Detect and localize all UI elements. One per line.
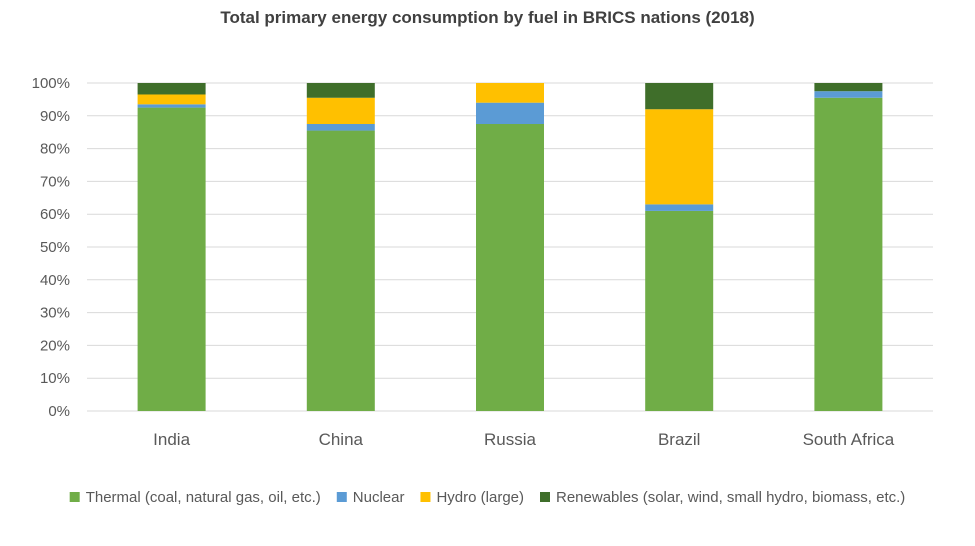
x-tick-label: Russia bbox=[484, 430, 537, 449]
y-tick-label: 10% bbox=[40, 370, 70, 387]
bar-segment bbox=[476, 83, 544, 103]
bar-segment bbox=[306, 83, 375, 98]
legend-swatch bbox=[336, 492, 347, 502]
bar-segment bbox=[645, 83, 714, 110]
bar-segment bbox=[306, 124, 375, 131]
legend-swatch bbox=[420, 492, 431, 502]
legend-label: Renewables (solar, wind, small hydro, bi… bbox=[556, 489, 905, 506]
bar-segment bbox=[814, 83, 883, 92]
legend-swatch bbox=[540, 492, 550, 502]
y-tick-label: 50% bbox=[40, 239, 70, 256]
bar-segment bbox=[645, 204, 714, 211]
x-tick-label: Brazil bbox=[658, 430, 701, 449]
bar-segment bbox=[814, 97, 883, 411]
x-tick-label: China bbox=[319, 430, 364, 449]
y-tick-label: 0% bbox=[48, 403, 70, 420]
bar-segment bbox=[306, 97, 375, 124]
y-tick-label: 60% bbox=[40, 206, 70, 223]
y-tick-label: 40% bbox=[40, 272, 70, 289]
legend-label: Hydro (large) bbox=[436, 489, 524, 506]
y-tick-label: 80% bbox=[40, 141, 70, 158]
chart-title: Total primary energy consumption by fuel… bbox=[220, 8, 755, 27]
legend-label: Thermal (coal, natural gas, oil, etc.) bbox=[86, 489, 321, 506]
y-tick-label: 20% bbox=[40, 337, 70, 354]
bar-segment bbox=[814, 91, 883, 98]
bar-segment bbox=[645, 109, 714, 205]
bar-segment bbox=[476, 102, 544, 124]
y-tick-label: 30% bbox=[40, 305, 70, 322]
y-tick-label: 70% bbox=[40, 173, 70, 190]
bar-segment bbox=[137, 107, 206, 411]
bar-segment bbox=[137, 83, 206, 95]
legend-label: Nuclear bbox=[353, 489, 405, 506]
legend-swatch bbox=[69, 492, 80, 502]
y-tick-label: 90% bbox=[40, 108, 70, 125]
bar-segment bbox=[137, 94, 206, 105]
bar-segment bbox=[645, 210, 714, 411]
bar-segment bbox=[137, 104, 206, 108]
bar-segment bbox=[476, 124, 544, 411]
x-tick-label: South Africa bbox=[803, 430, 895, 449]
y-tick-label: 100% bbox=[32, 75, 70, 92]
bar-segment bbox=[306, 130, 375, 411]
x-tick-label: India bbox=[153, 430, 190, 449]
